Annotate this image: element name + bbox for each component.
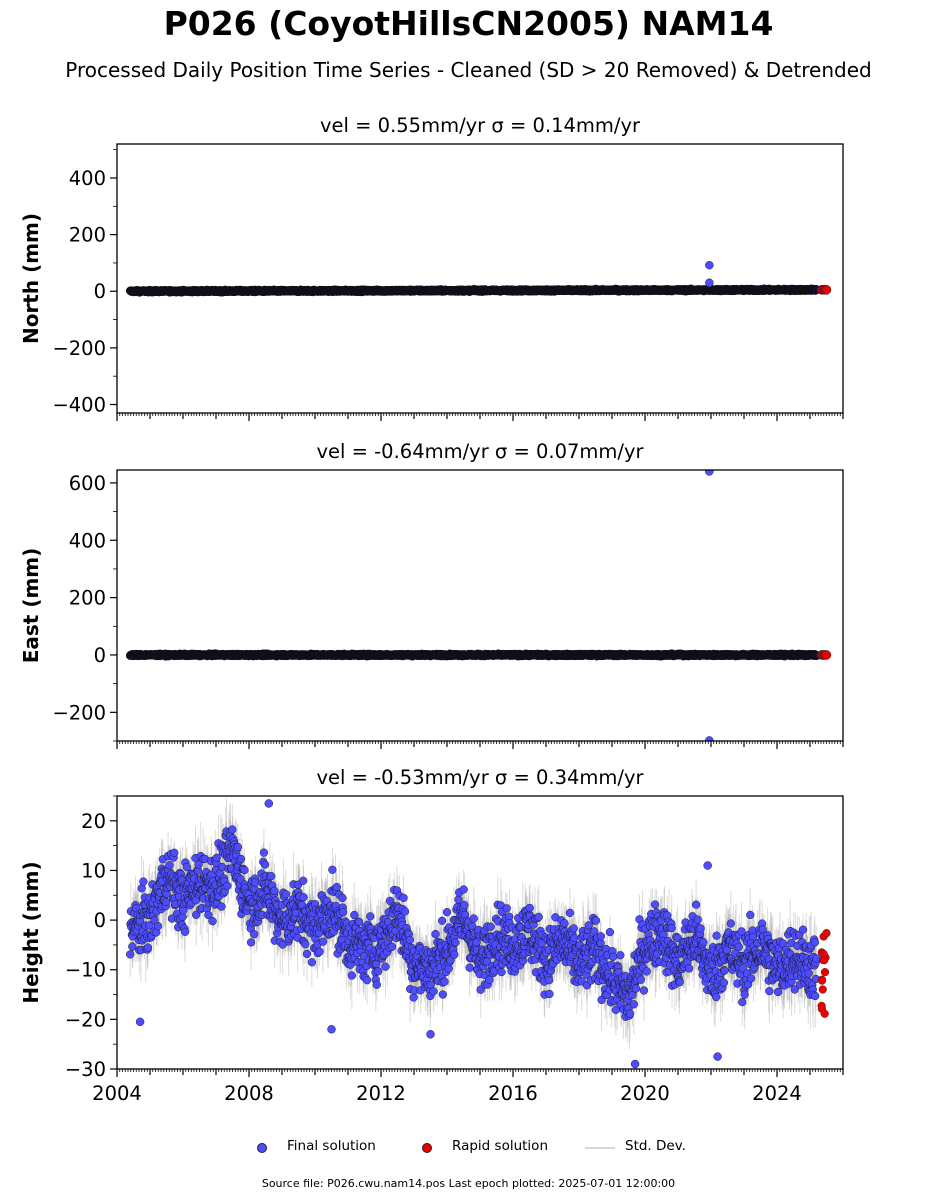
final-solution-points-north [125, 284, 821, 297]
chart-title: P026 (CoyotHillsCN2005) NAM14 [163, 4, 774, 43]
plot-area-north [125, 260, 832, 297]
chart-subtitle: Processed Daily Position Time Series - C… [65, 58, 872, 82]
